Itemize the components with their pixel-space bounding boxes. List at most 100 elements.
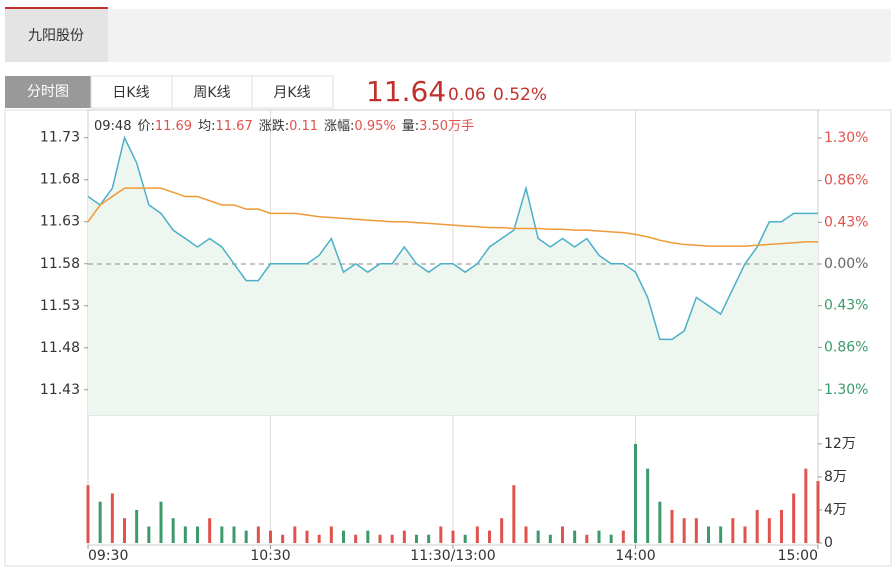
x-tick-label: 10:30: [250, 548, 290, 564]
volume-bar: [755, 509, 759, 543]
volume-bar: [269, 530, 272, 543]
volume-tick-label: 4万: [824, 502, 847, 518]
y-tick-label: 11.43: [40, 382, 80, 398]
price-line: [87, 135, 818, 341]
volume-bar: [463, 534, 467, 543]
info-value: 3.50万手: [419, 119, 474, 134]
y2-tick-label: 0.43%: [824, 298, 868, 314]
y-tick-label: 11.53: [40, 298, 80, 314]
volume-bar: [171, 518, 175, 543]
y2-tick-label: 0.86%: [824, 339, 868, 355]
volume-bar: [86, 485, 90, 543]
volume-bar: [585, 534, 589, 543]
volume-bar: [208, 518, 212, 543]
volume-bar: [719, 526, 723, 543]
y-tick-label: 11.68: [40, 172, 80, 188]
y-tick-label: 11.48: [40, 340, 80, 356]
volume-bar: [816, 481, 820, 543]
volume-bar: [597, 530, 601, 543]
volume-bar: [342, 530, 345, 543]
volume-bar: [694, 518, 698, 543]
volume-bar: [402, 530, 406, 543]
quote-price: 11.64: [366, 75, 446, 108]
view-tab-label[interactable]: 分时图: [27, 84, 69, 100]
volume-bar: [707, 526, 710, 543]
volume-bar: [220, 526, 224, 543]
volume-bar: [512, 485, 516, 543]
volume-bar: [159, 501, 163, 543]
volume-bar: [634, 443, 637, 543]
volume-bar: [488, 530, 491, 543]
volume-bar: [305, 530, 309, 543]
view-tab-active[interactable]: [5, 76, 91, 108]
volume-bar: [451, 530, 455, 543]
volume-bar: [329, 526, 333, 543]
info-value: 0.11: [289, 119, 318, 134]
volume-bar: [147, 526, 151, 543]
volume-bar: [366, 530, 370, 543]
info-label: 价:: [137, 119, 154, 134]
info-value: 0.95%: [354, 119, 395, 134]
volume-bar: [98, 501, 102, 543]
volume-bar: [256, 526, 260, 543]
info-time: 09:48: [94, 119, 131, 134]
info-line: 09:48 价:11.69 均:11.67 涨跌:0.11 涨幅:0.95% 量:3.50…: [94, 118, 474, 134]
volume-bar: [767, 518, 771, 543]
volume-bar: [561, 526, 564, 543]
volume-tick-label: 8万: [824, 469, 847, 485]
volume-bar: [110, 493, 114, 543]
y-tick-label: 11.58: [40, 256, 80, 272]
volume-bar: [183, 526, 187, 543]
y-tick-label: 11.73: [40, 130, 80, 146]
y2-tick-label: 0.00%: [824, 256, 868, 272]
volume-bar: [743, 526, 747, 543]
volume-bar: [354, 534, 358, 543]
average-line: [87, 187, 818, 247]
volume-bar: [658, 501, 662, 543]
volume-bar: [196, 526, 199, 543]
info-label: 量:: [402, 119, 419, 134]
stock-tab-label[interactable]: 九阳股份: [28, 28, 84, 44]
view-tab[interactable]: [90, 75, 173, 109]
y-tick-label: 11.63: [40, 214, 80, 230]
volume-bar: [390, 534, 394, 543]
view-tab-label[interactable]: 月K线: [273, 85, 310, 101]
y2-tick-label: 0.86%: [824, 173, 868, 189]
x-tick-label: 11:30/13:00: [410, 548, 495, 564]
view-tab[interactable]: [251, 75, 334, 109]
volume-bar: [293, 526, 297, 543]
volume-bar: [731, 518, 735, 543]
stock-tab[interactable]: [5, 9, 108, 62]
tab-accent: [5, 7, 108, 9]
volume-bar: [548, 534, 552, 543]
info-label: 涨跌:: [259, 118, 289, 134]
x-tick-label: 14:00: [615, 548, 655, 564]
info-label: 均:: [198, 119, 215, 134]
info-value: 11.69: [155, 119, 192, 134]
volume-bar: [317, 534, 321, 543]
volume-bar: [536, 530, 540, 543]
y2-tick-label: 1.30%: [824, 130, 868, 146]
volume-bar: [378, 534, 382, 543]
tab-bar: [5, 9, 891, 62]
view-tab-label[interactable]: 周K线: [193, 85, 230, 101]
volume-bar: [792, 493, 796, 543]
volume-bar: [232, 526, 236, 543]
volume-bar: [244, 530, 248, 543]
volume-bar: [281, 534, 285, 543]
quote-change: 0.06: [448, 85, 486, 105]
volume-bar: [524, 526, 528, 543]
volume-bar: [804, 468, 808, 543]
info-value: 11.67: [215, 119, 252, 134]
view-tab-label[interactable]: 日K线: [112, 85, 149, 101]
volume-bar: [621, 530, 625, 543]
volume-bar: [646, 468, 650, 543]
volume-bar: [439, 526, 443, 543]
volume-bar: [123, 518, 126, 543]
volume-bar: [135, 509, 139, 543]
volume-bar: [500, 518, 504, 543]
x-tick-label: 09:30: [88, 548, 128, 564]
volume-bar: [475, 526, 479, 543]
